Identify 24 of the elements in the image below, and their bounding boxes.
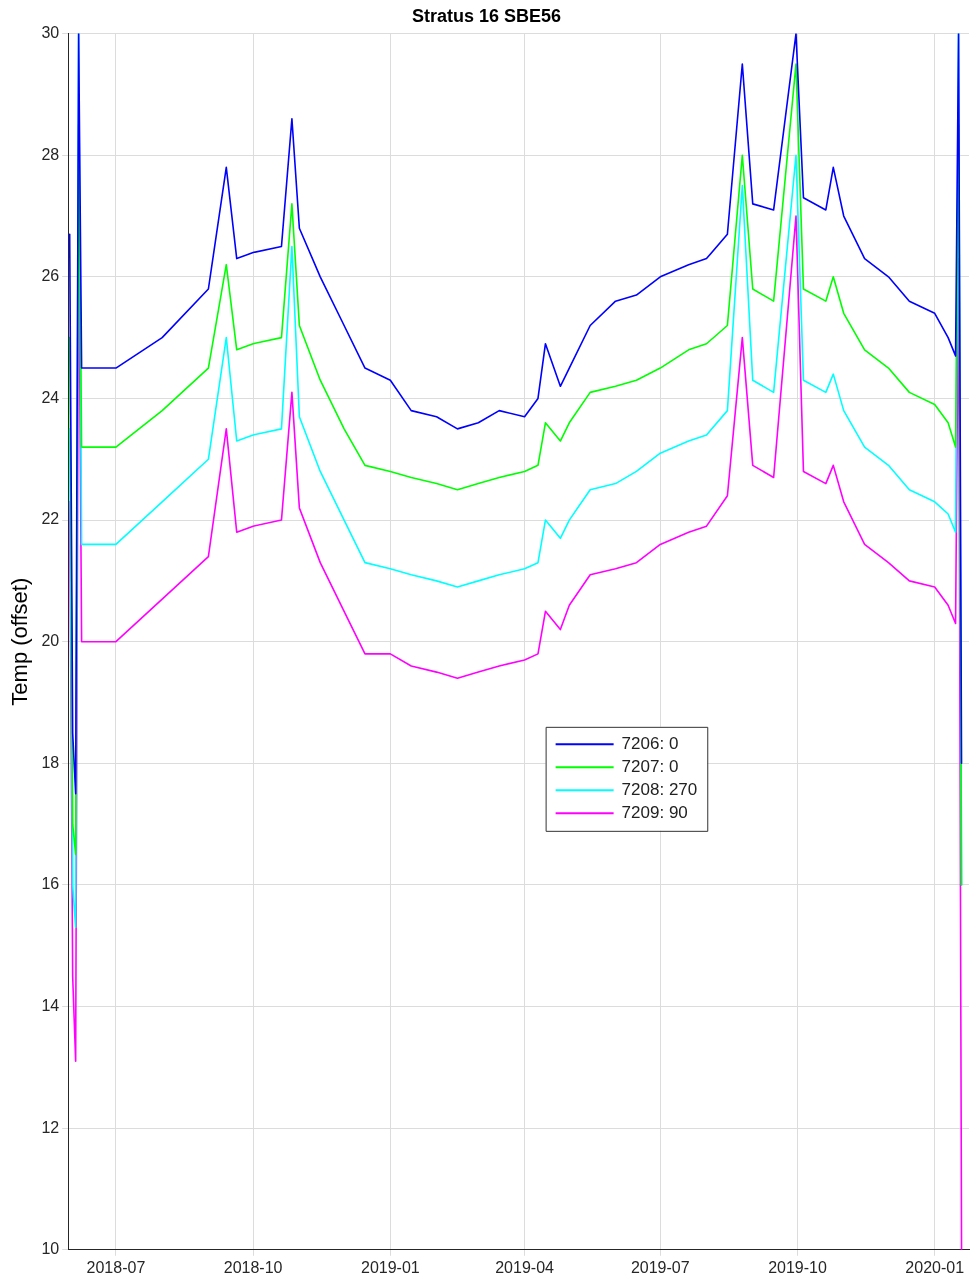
legend-label: 7209: 90 (621, 803, 688, 823)
legend-label: 7206: 0 (621, 734, 679, 754)
x-tick-label: 2019-07 (630, 1258, 690, 1276)
y-tick-label: 18 (41, 753, 60, 771)
y-tick-label: 24 (41, 388, 60, 406)
x-tick-label: 2019-04 (495, 1258, 555, 1276)
y-tick-label: 12 (41, 1118, 60, 1136)
y-tick-label: 28 (41, 145, 60, 163)
x-tick-label: 2018-07 (86, 1258, 146, 1276)
x-tick-label: 2019-10 (768, 1258, 827, 1276)
x-tick-label: 2018-10 (223, 1258, 283, 1276)
x-tick-label: 2019-01 (360, 1258, 420, 1276)
y-tick-label: 22 (41, 510, 60, 528)
y-tick-label: 20 (41, 632, 60, 650)
y-axis-title: Temp (offset) (7, 577, 33, 706)
legend-label: 7207: 0 (621, 757, 679, 777)
y-tick-label: 30 (41, 24, 60, 42)
x-tick-label: 2020-01 (905, 1258, 965, 1276)
legend-label: 7208: 270 (621, 780, 698, 800)
y-tick-label: 14 (41, 996, 60, 1014)
y-tick-label: 10 (41, 1240, 60, 1258)
y-tick-label: 16 (41, 875, 60, 893)
y-tick-label: 26 (41, 267, 60, 285)
chart-title: Stratus 16 SBE56 (411, 5, 562, 26)
